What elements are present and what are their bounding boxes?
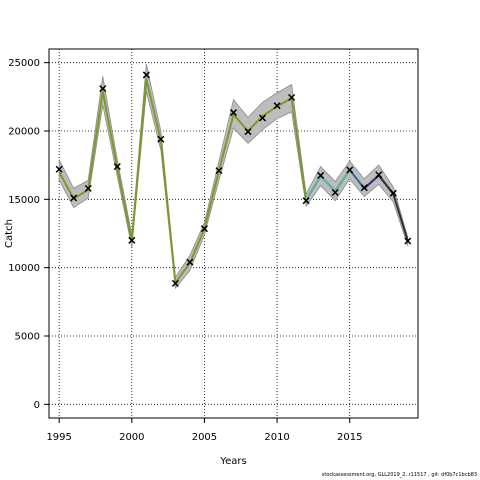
observed-point <box>70 194 78 202</box>
observed-point-stroke <box>157 135 165 143</box>
observed-points <box>55 71 412 287</box>
x-axis: 1995 2000 2005 2010 2015 <box>46 418 362 443</box>
observed-point <box>55 165 63 173</box>
observed-point-stroke <box>288 93 296 102</box>
observed-point <box>244 128 252 136</box>
observed-point <box>113 163 121 171</box>
observed-point-stroke <box>229 109 238 117</box>
y-tick-label: 20000 <box>8 127 40 138</box>
observed-point <box>259 114 267 122</box>
x-tick-label: 2000 <box>119 432 144 443</box>
observed-point-stroke <box>375 171 383 179</box>
observed-point-stroke <box>389 189 397 197</box>
observed-point-stroke <box>302 197 310 205</box>
observed-point <box>331 188 339 197</box>
observed-point <box>288 93 296 102</box>
y-tick-label: 5000 <box>15 332 40 343</box>
y-tick-label: 10000 <box>8 263 40 274</box>
observed-point <box>273 102 281 110</box>
observed-point <box>200 225 208 233</box>
x-tick-label: 2015 <box>337 432 362 443</box>
observed-point-stroke <box>55 165 63 173</box>
observed-point-stroke <box>142 71 150 79</box>
observed-point <box>128 236 136 244</box>
plot-frame <box>48 48 419 419</box>
observed-point <box>99 85 107 93</box>
x-tick-label: 2005 <box>192 432 217 443</box>
observed-point-stroke <box>200 225 208 233</box>
observed-point-stroke <box>186 258 194 266</box>
observed-point <box>84 184 92 192</box>
observed-point-stroke <box>128 236 136 244</box>
observed-point-stroke <box>404 237 412 245</box>
observed-point <box>171 279 179 287</box>
y-tick-label: 0 <box>34 400 40 411</box>
observed-point-stroke <box>331 188 339 197</box>
observed-point-stroke <box>346 166 354 174</box>
observed-point <box>317 171 325 179</box>
x-axis-title: Years <box>219 456 246 467</box>
observed-point <box>186 258 194 266</box>
x-tick-label: 1995 <box>46 432 71 443</box>
y-axis-title: Catch <box>4 219 15 248</box>
x-tick-label: 2010 <box>264 432 289 443</box>
observed-point-stroke <box>273 102 281 110</box>
observed-point <box>346 166 354 174</box>
y-tick-label: 25000 <box>8 58 40 69</box>
observed-point-stroke <box>84 184 92 192</box>
observed-point-stroke <box>113 163 121 171</box>
observed-point <box>389 189 397 197</box>
observed-point-stroke <box>244 128 252 136</box>
observed-point <box>360 184 368 192</box>
observed-point-stroke <box>70 194 78 202</box>
observed-point <box>215 167 223 175</box>
observed-point <box>302 197 310 205</box>
observed-point <box>229 109 238 117</box>
observed-point-stroke <box>171 279 179 287</box>
observed-point-stroke <box>215 167 223 175</box>
observed-point <box>404 237 412 245</box>
observed-point <box>157 135 165 143</box>
y-axis: 0 5000 10000 15000 20000 25000 <box>8 58 49 411</box>
footer-credit: stockassessment.org, GLL2019_2, r11517 ,… <box>321 472 477 478</box>
y-tick-label: 15000 <box>8 195 40 206</box>
observed-point-stroke <box>317 171 325 179</box>
observed-point <box>375 171 383 179</box>
observed-point-stroke <box>99 85 107 93</box>
observed-point <box>142 71 150 79</box>
observed-point-stroke <box>360 184 368 192</box>
observed-point-stroke <box>259 114 267 122</box>
